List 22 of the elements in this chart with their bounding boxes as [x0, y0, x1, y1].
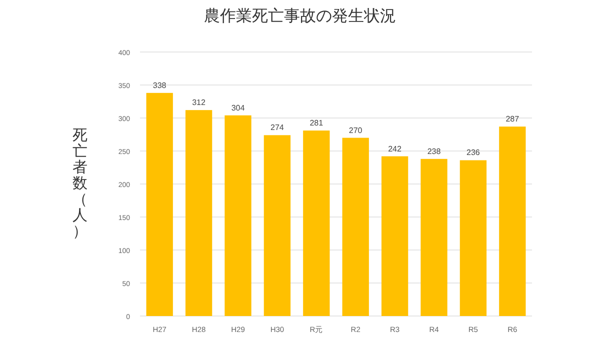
- bar: [342, 138, 369, 316]
- bar: [381, 156, 408, 316]
- bar: [499, 126, 526, 316]
- data-label: 238: [427, 146, 442, 156]
- chart-title: 農作業死亡事故の発生状況: [204, 7, 396, 25]
- data-label: 242: [388, 144, 402, 154]
- y-axis-title: 死亡者数（人）: [72, 127, 88, 240]
- bar: [264, 135, 291, 316]
- bar: [146, 92, 173, 316]
- data-label: 304: [231, 103, 246, 112]
- data-label: 236: [466, 148, 480, 158]
- data-label: 270: [348, 126, 363, 135]
- data-label: 281: [310, 118, 324, 128]
- bar: [420, 158, 448, 316]
- data-label: 287: [506, 114, 520, 124]
- data-label: 274: [270, 123, 284, 132]
- data-label: 338: [152, 80, 167, 90]
- bar: [185, 110, 212, 316]
- data-label: 312: [192, 98, 206, 108]
- bar: [224, 115, 252, 316]
- bar: [303, 130, 330, 316]
- bar: [460, 160, 487, 316]
